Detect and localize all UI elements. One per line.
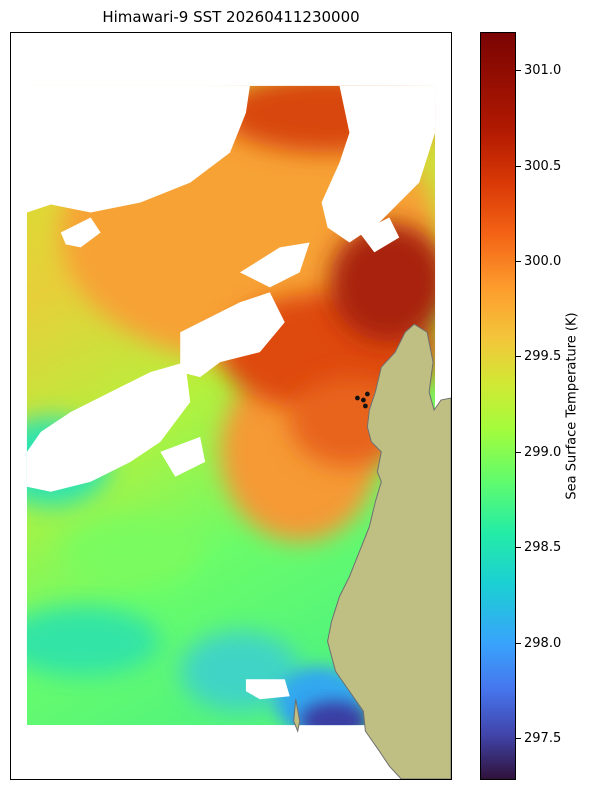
colorbar-tick-label: 297.5	[524, 731, 562, 747]
sst-map	[26, 85, 451, 779]
colorbar-tick-label: 298.5	[524, 540, 562, 556]
colorbar-tick-mark	[516, 642, 521, 644]
chart-title: Himawari-9 SST 20260411230000	[102, 8, 360, 26]
colorbar-label: Sea Surface Temperature (K)	[564, 312, 580, 500]
colorbar-tick-mark	[516, 260, 521, 262]
colorbar-tick-label: 300.5	[524, 158, 562, 174]
observation-point	[355, 395, 360, 401]
observation-markers	[355, 391, 370, 409]
colorbar-tick-label: 299.5	[524, 349, 562, 365]
colorbar-tick-mark	[516, 547, 521, 549]
colorbar-tick-mark	[516, 738, 521, 740]
colorbar-tick-label: 298.0	[524, 635, 562, 651]
map-panel	[10, 32, 452, 780]
coastal-spit	[293, 699, 301, 733]
colorbar-tick-mark	[516, 451, 521, 453]
colorbar-tick-label: 299.0	[524, 444, 562, 460]
colorbar-tick-label: 301.0	[524, 63, 562, 79]
colorbar-tick-mark	[516, 165, 521, 167]
observation-point	[363, 403, 368, 409]
colorbar-tick-mark	[516, 70, 521, 72]
cloud-mask	[26, 85, 436, 700]
observation-point	[364, 391, 370, 397]
land-mass	[327, 323, 451, 779]
colorbar	[480, 32, 516, 780]
colorbar-tick-mark	[516, 356, 521, 358]
observation-point	[361, 397, 366, 403]
colorbar-tick-label: 300.0	[524, 253, 562, 269]
